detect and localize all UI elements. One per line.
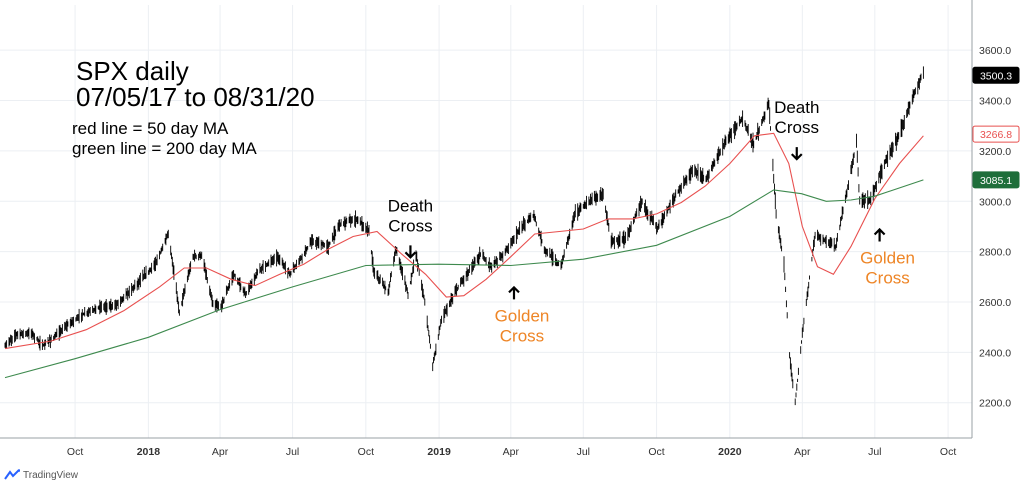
- x-tick-label: Apr: [794, 446, 811, 458]
- x-tick-label: 2020: [718, 446, 742, 458]
- annotation-text: Cross: [775, 118, 819, 137]
- price-label-box: [972, 66, 1020, 84]
- x-tick-label: Apr: [212, 446, 229, 458]
- tradingview-icon: [4, 469, 20, 480]
- y-tick-label: 2800.0: [979, 247, 1011, 259]
- arrow-down-icon: [404, 245, 417, 259]
- tradingview-logo[interactable]: TradingView: [4, 469, 78, 481]
- annotations: DeathCrossGoldenCrossDeathCrossGoldenCro…: [388, 98, 915, 345]
- y-tick-label: 3200.0: [979, 146, 1011, 158]
- x-tick-label: Oct: [940, 446, 956, 458]
- y-tick-label: 3000.0: [979, 196, 1011, 208]
- x-tick-label: 2019: [427, 446, 451, 458]
- ma-line-50-day-ma: [4, 132, 924, 350]
- arrow-up-icon: [873, 227, 886, 242]
- price-label-text: 3266.8: [980, 129, 1012, 141]
- annotation-text: Golden: [495, 306, 550, 325]
- x-tick-label: Oct: [358, 446, 374, 458]
- tradingview-label: TradingView: [23, 469, 79, 481]
- price-label-text: 3500.3: [980, 70, 1012, 82]
- spx-chart: 2200.0 2400.0 2600.0 2800.0 3000.0 3200.0 3400…: [0, 0, 1020, 458]
- series-layer: [4, 66, 924, 406]
- grid: [0, 5, 972, 438]
- x-tick-label: Oct: [648, 446, 664, 458]
- y-tick-label: 2200.0: [979, 398, 1011, 410]
- arrow-down-icon: [790, 147, 803, 161]
- price-label-text: 3085.1: [980, 175, 1012, 187]
- x-tick-label: Apr: [503, 446, 520, 458]
- x-tick-label: 2018: [137, 446, 161, 458]
- annotation-text: Cross: [388, 216, 432, 235]
- y-tick-label: 2600.0: [979, 297, 1011, 309]
- x-tick-label: Jul: [577, 446, 590, 458]
- axes: 2200.0 2400.0 2600.0 2800.0 3000.0 3200.0 3400…: [0, 0, 1011, 458]
- y-tick-label: 3400.0: [979, 96, 1011, 108]
- chart-title-line-1: SPX daily: [76, 56, 189, 86]
- annotation-text: Death: [388, 196, 433, 215]
- x-tick-label: Jul: [868, 446, 881, 458]
- annotation-text: Golden: [860, 248, 915, 267]
- x-tick-label: Oct: [67, 446, 83, 458]
- ma-line-200-day-ma: [4, 179, 924, 379]
- x-tick-label: Jul: [286, 446, 299, 458]
- price-bars: [4, 66, 924, 406]
- y-tick-label: 3600.0: [979, 45, 1011, 57]
- note-green-line: green line = 200 day MA: [72, 139, 257, 158]
- y-tick-label: 2400.0: [979, 347, 1011, 359]
- chart-text: SPX daily 07/05/17 to 08/31/20 red line …: [72, 56, 315, 158]
- price-labels: 3500.3 3266.8 3085.1: [972, 66, 1020, 189]
- note-red-line: red line = 50 day MA: [72, 119, 229, 138]
- annotation-text: Cross: [865, 268, 909, 287]
- annotation-text: Cross: [500, 326, 544, 345]
- price-label-box: [972, 125, 1020, 143]
- arrow-up-icon: [508, 285, 520, 300]
- annotation-text: Death: [774, 98, 819, 117]
- chart-title-line-2: 07/05/17 to 08/31/20: [76, 82, 315, 112]
- price-label-box: [972, 171, 1020, 189]
